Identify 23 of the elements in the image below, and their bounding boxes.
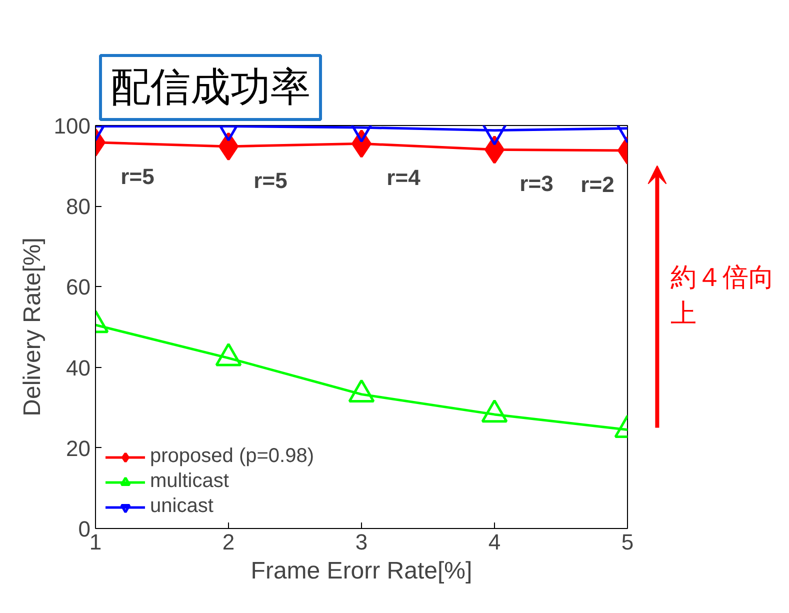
x-tick-label: 3 xyxy=(355,530,368,554)
y-tick-label: 100 xyxy=(54,114,91,138)
annotation: r=5 xyxy=(254,168,288,193)
y-tick-label: 20 xyxy=(66,436,91,461)
x-tick-label: 2 xyxy=(222,530,235,554)
legend-label: multicast xyxy=(150,470,229,493)
y-tick-label: 0 xyxy=(78,516,91,542)
x-tick-label: 5 xyxy=(621,530,634,554)
annotation: r=3 xyxy=(520,171,554,196)
chart-title: 配信成功率 xyxy=(110,66,310,110)
x-tick-label: 1 xyxy=(89,530,102,554)
y-axis-title: Delivery Rate[%] xyxy=(18,238,46,416)
y-tick-label: 40 xyxy=(66,355,91,380)
x-axis-title: Frame Erorr Rate[%] xyxy=(250,558,472,584)
y-tick-label: 80 xyxy=(66,194,91,220)
legend-label: proposed (p=0.98) xyxy=(150,445,314,468)
legend-label: unicast xyxy=(150,495,214,518)
y-tick-label: 60 xyxy=(66,274,91,300)
x-tick-label: 4 xyxy=(488,530,501,554)
annotation: r=4 xyxy=(386,165,422,190)
annotation: r=2 xyxy=(580,172,614,197)
text: 約４倍向上 xyxy=(670,262,774,328)
annotation: r=5 xyxy=(120,164,154,189)
